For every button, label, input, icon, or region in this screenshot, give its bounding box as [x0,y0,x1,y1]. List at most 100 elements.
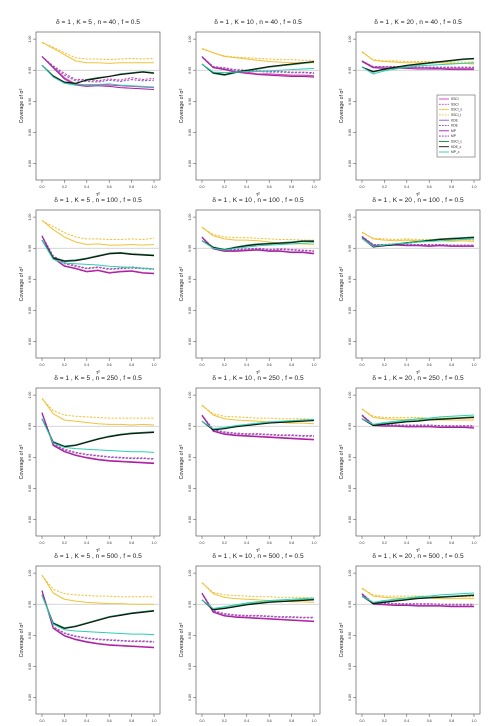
series-line [361,594,475,605]
x-tick-label: 1.0 [312,719,317,723]
y-tick-label: 0.85 [348,663,352,670]
y-tick-label: 0.80 [348,338,352,345]
series-line [361,415,475,429]
series-line [201,599,315,611]
y-tick-label: 0.85 [188,129,192,136]
legend-label: SSCi_c [451,140,462,144]
x-tick-label: 1.0 [152,719,157,723]
x-tick-label: 0.8 [289,541,294,545]
panel-frame [355,209,481,359]
x-tick-label: 0.6 [107,185,112,189]
panel-title: δ = 1 , K = 5 , n = 100 , f = 0.5 [54,197,142,204]
y-tick-label: 1.00 [28,392,32,399]
panel-1: δ = 1 , K = 5 , n = 40 , f = 0.5 0.80 0.85… [19,19,161,198]
series-line [361,408,474,419]
x-tick-label: 0.6 [427,541,432,545]
y-tick-label: 0.85 [188,663,192,670]
y-axis-label: Coverage of σ² [339,622,345,657]
panel-title: δ = 1 , K = 10 , n = 100 , f = 0.5 [212,197,304,204]
series-line [41,412,155,465]
series-line [361,58,475,73]
series-line [201,47,314,64]
y-tick-label: 0.80 [28,516,32,523]
x-tick-label: 0.6 [427,719,432,723]
y-tick-label: 1.00 [28,36,32,43]
y-tick-label: 0.95 [28,423,32,430]
series-line [361,60,474,69]
y-tick-label: 0.95 [188,245,192,252]
x-tick-label: 0.4 [84,363,89,367]
series-line [361,60,474,69]
x-tick-label: 0.4 [244,541,249,545]
x-tick-label: 0.8 [129,541,134,545]
y-tick-label: 0.80 [28,160,32,167]
y-tick-label: 0.85 [28,663,32,670]
x-tick-label: 1.0 [152,185,157,189]
panel-frame [35,387,161,537]
series-line [201,56,315,78]
panel-frame [195,387,321,537]
y-axis-label: Coverage of σ² [179,444,185,479]
x-tick-label: 1.0 [312,541,317,545]
series-line [201,240,315,251]
series-line [41,239,155,262]
x-tick-label: 0.2 [62,541,67,545]
y-tick-label: 0.95 [188,423,192,430]
series-line [41,220,155,241]
panel-2: δ = 1 , K = 10 , n = 40 , f = 0.5 0.80 0.8… [179,19,321,198]
x-tick-label: 0.2 [62,363,67,367]
legend-label: SSCi_s [451,108,462,112]
x-tick-label: 0.8 [289,363,294,367]
x-tick-label: 0.4 [244,363,249,367]
series-line [201,56,315,77]
panel-title: δ = 1 , K = 20 , n = 250 , f = 0.5 [372,375,464,382]
y-tick-label: 0.95 [188,601,192,608]
x-tick-label: 0.8 [289,185,294,189]
series-line [41,418,155,453]
series-line [201,418,315,430]
y-tick-label: 0.90 [348,632,352,639]
series-line [201,592,314,619]
y-tick-label: 1.00 [28,570,32,577]
y-tick-label: 0.85 [348,485,352,492]
y-tick-label: 0.85 [348,129,352,136]
y-tick-label: 0.90 [188,454,192,461]
panel-3: δ = 1 , K = 20 , n = 40 , f = 0.5 0.80 0.8… [339,19,481,198]
series-line [41,239,155,270]
y-tick-label: 1.00 [348,214,352,221]
series-line [41,594,155,629]
y-tick-label: 0.95 [28,67,32,74]
legend-label: KDE_c [451,145,462,149]
x-axis-label: τ² [96,548,100,554]
series-line [201,420,315,431]
y-tick-label: 0.90 [28,632,32,639]
x-tick-label: 0.0 [200,541,205,545]
y-axis-label: Coverage of σ² [19,88,25,123]
x-tick-label: 0.6 [427,363,432,367]
x-tick-label: 1.0 [312,185,317,189]
x-tick-label: 0.4 [404,185,409,189]
x-tick-label: 1.0 [472,185,477,189]
series-line [41,590,155,643]
series-line [201,237,315,255]
y-tick-label: 0.80 [348,694,352,701]
x-tick-label: 0.4 [404,363,409,367]
legend-label: SSCi [451,102,459,106]
panel-title: δ = 1 , K = 10 , n = 40 , f = 0.5 [214,19,302,26]
y-tick-label: 0.90 [188,276,192,283]
x-tick-label: 0.8 [129,185,134,189]
series-line [361,60,474,68]
series-line [41,412,155,460]
legend-label: KDE [451,124,459,128]
series-line [41,412,155,464]
panel-frame [35,209,161,359]
panel-title: δ = 1 , K = 10 , n = 250 , f = 0.5 [212,375,304,382]
x-tick-label: 0.8 [129,719,134,723]
y-tick-label: 0.80 [188,516,192,523]
y-tick-label: 0.80 [188,338,192,345]
x-tick-label: 0.2 [382,363,387,367]
series-line [41,418,155,448]
series-line [201,592,315,622]
y-axis-label: Coverage of σ² [179,266,185,301]
series-line [41,64,155,84]
